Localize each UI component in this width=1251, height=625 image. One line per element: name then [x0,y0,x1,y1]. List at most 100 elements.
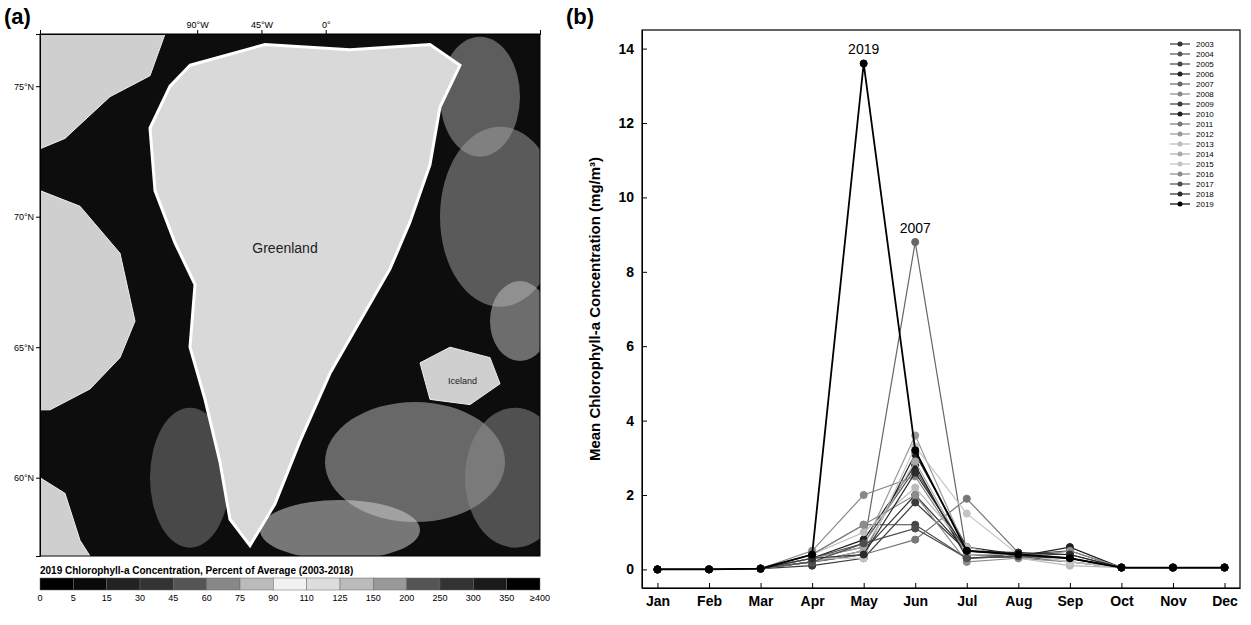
tick: 8 [626,264,647,280]
marker [705,566,712,573]
marker [654,566,661,573]
tick: Aug [1005,583,1032,609]
marker [705,566,712,573]
tick-label: 4 [626,413,634,429]
legend-label: 2015 [1196,160,1214,169]
marker [654,566,661,573]
marker [912,484,919,491]
tick: 2 [626,487,647,503]
tick-label: Sep [1058,593,1084,609]
legend-marker [1178,152,1183,157]
marker [705,566,712,573]
annotation: 2007 [900,220,931,236]
y-axis: 02468101214 [618,31,647,589]
tick-label: Aug [1005,593,1032,609]
marker [1169,564,1176,571]
tick-mark [1121,583,1122,588]
legend-box [1166,36,1234,216]
tick-label: Nov [1160,593,1187,609]
marker [963,547,970,554]
sea-patch [465,408,540,548]
marker [705,566,712,573]
land [40,34,165,149]
legend-label: 2005 [1196,60,1214,69]
marker [1221,564,1228,571]
tick-mark [642,346,647,347]
marker [963,510,970,517]
marker [1221,564,1228,571]
marker [1169,564,1176,571]
colorbar-tick-label: 75 [235,593,245,603]
marker [1066,555,1073,562]
place-label: Greenland [252,240,317,256]
marker [654,566,661,573]
legend: 2003200420052006200720082009201020112012… [1166,36,1234,216]
tick-label: Oct [1110,593,1134,609]
marker [963,547,970,554]
marker [757,565,764,572]
legend-label: 2019 [1196,200,1214,209]
legend-marker [1178,202,1183,207]
legend-marker [1178,162,1183,167]
legend-label: 2011 [1196,120,1214,129]
legend-label: 2014 [1196,150,1214,159]
marker [1118,564,1125,571]
colorbar-tick-label: ≥400 [530,593,550,603]
tick-mark [36,217,40,218]
marker [705,566,712,573]
legend-marker [1178,72,1183,77]
marker [1169,564,1176,571]
land [420,347,500,404]
marker [1118,564,1125,571]
tick-mark [864,583,865,588]
marker [705,566,712,573]
marker [705,566,712,573]
marker [860,521,867,528]
colorbar-bin [173,578,206,590]
tick: Jan [646,583,670,609]
colorbar-tick-label: 30 [135,593,145,603]
series-line [657,499,1224,570]
marker [1221,564,1228,571]
marker [1066,555,1073,562]
tick: Feb [697,583,722,609]
marker [1221,564,1228,571]
marker [1015,551,1022,558]
series [654,238,1228,572]
marker [912,525,919,532]
marker [963,547,970,554]
marker [1118,564,1125,571]
marker [705,566,712,573]
series-line [657,473,1224,570]
series-line [657,495,1224,569]
tick-label: 65°N [14,343,34,353]
tick: Sep [1058,583,1084,609]
marker [1015,551,1022,558]
colorbar-bin [507,578,540,590]
marker [1066,555,1073,562]
tick: 12 [618,115,647,131]
tick-label: 2 [626,487,634,503]
legend-marker [1178,62,1183,67]
marker [912,238,919,245]
marker [757,565,764,572]
colorbar-bin [40,578,73,590]
tick: 14 [618,41,647,57]
colorbar-tick-label: 15 [102,593,112,603]
marker [912,536,919,543]
sea-patch [490,281,540,361]
marker [1118,564,1125,571]
legend-label: 2009 [1196,100,1214,109]
map-frame [40,34,540,556]
legend-marker [1178,112,1183,117]
tick: 70°N [14,212,40,222]
tick-label: Jun [903,593,928,609]
tick: Dec [1212,583,1238,609]
tick: 65°N [14,343,40,353]
tick-mark [326,30,327,34]
legend-label: 2008 [1196,90,1214,99]
sea-patch [440,37,520,157]
tick-label: 0 [626,561,634,577]
series [654,462,1228,573]
tick: May [851,583,878,609]
